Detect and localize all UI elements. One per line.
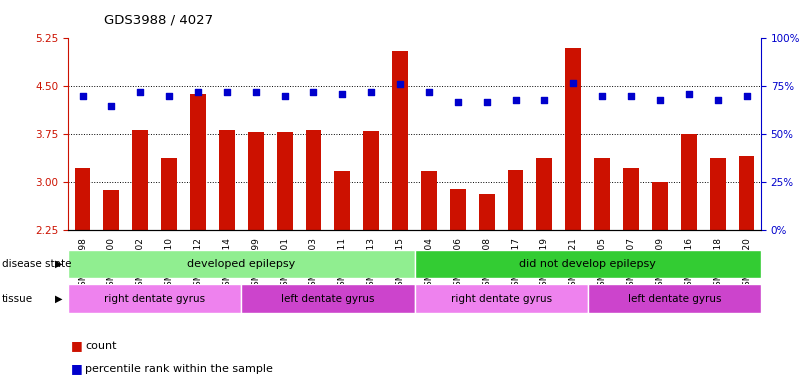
Point <box>76 93 89 99</box>
Bar <box>710 158 726 230</box>
Bar <box>566 48 582 230</box>
Bar <box>739 156 755 230</box>
Bar <box>68 250 415 278</box>
Text: GDS3988 / 4027: GDS3988 / 4027 <box>104 13 213 26</box>
Bar <box>68 284 241 313</box>
Point <box>134 89 147 95</box>
Point <box>393 81 406 88</box>
Point <box>538 97 551 103</box>
Point <box>307 89 320 95</box>
Bar <box>681 134 697 230</box>
Bar <box>508 170 524 230</box>
Point <box>163 93 175 99</box>
Bar <box>415 284 588 313</box>
Point <box>682 91 695 97</box>
Bar <box>74 168 91 230</box>
Text: developed epilepsy: developed epilepsy <box>187 259 296 269</box>
Bar <box>241 284 415 313</box>
Bar <box>415 250 761 278</box>
Point <box>740 93 753 99</box>
Text: tissue: tissue <box>2 293 33 304</box>
Bar <box>276 132 292 230</box>
Text: ▶: ▶ <box>55 259 62 269</box>
Text: left dentate gyrus: left dentate gyrus <box>281 293 375 304</box>
Point <box>654 97 666 103</box>
Bar <box>364 131 379 230</box>
Bar <box>248 132 264 230</box>
Text: count: count <box>85 341 116 351</box>
Point <box>336 91 348 97</box>
Point <box>220 89 233 95</box>
Point <box>481 99 493 105</box>
Bar <box>190 94 206 230</box>
Text: right dentate gyrus: right dentate gyrus <box>451 293 552 304</box>
Bar <box>219 130 235 230</box>
Bar <box>132 130 148 230</box>
Point <box>711 97 724 103</box>
Point <box>191 89 204 95</box>
Point <box>278 93 291 99</box>
Point <box>249 89 262 95</box>
Bar <box>594 158 610 230</box>
Point <box>509 97 522 103</box>
Text: ■: ■ <box>70 339 83 352</box>
Bar <box>479 194 495 230</box>
Bar <box>588 284 761 313</box>
Text: ■: ■ <box>70 362 83 375</box>
Point <box>567 79 580 86</box>
Bar <box>652 182 668 230</box>
Text: ▶: ▶ <box>55 293 62 304</box>
Point <box>105 103 118 109</box>
Bar <box>450 189 465 230</box>
Text: did not develop epilepsy: did not develop epilepsy <box>519 259 656 269</box>
Bar <box>161 158 177 230</box>
Point <box>423 89 436 95</box>
Bar <box>623 168 639 230</box>
Point <box>625 93 638 99</box>
Text: left dentate gyrus: left dentate gyrus <box>628 293 721 304</box>
Point <box>596 93 609 99</box>
Text: right dentate gyrus: right dentate gyrus <box>104 293 205 304</box>
Text: percentile rank within the sample: percentile rank within the sample <box>85 364 273 374</box>
Text: disease state: disease state <box>2 259 71 269</box>
Bar <box>392 51 408 230</box>
Bar <box>421 171 437 230</box>
Bar <box>305 130 321 230</box>
Point <box>452 99 465 105</box>
Point <box>364 89 377 95</box>
Bar <box>334 171 350 230</box>
Bar <box>537 158 553 230</box>
Bar <box>103 190 119 230</box>
